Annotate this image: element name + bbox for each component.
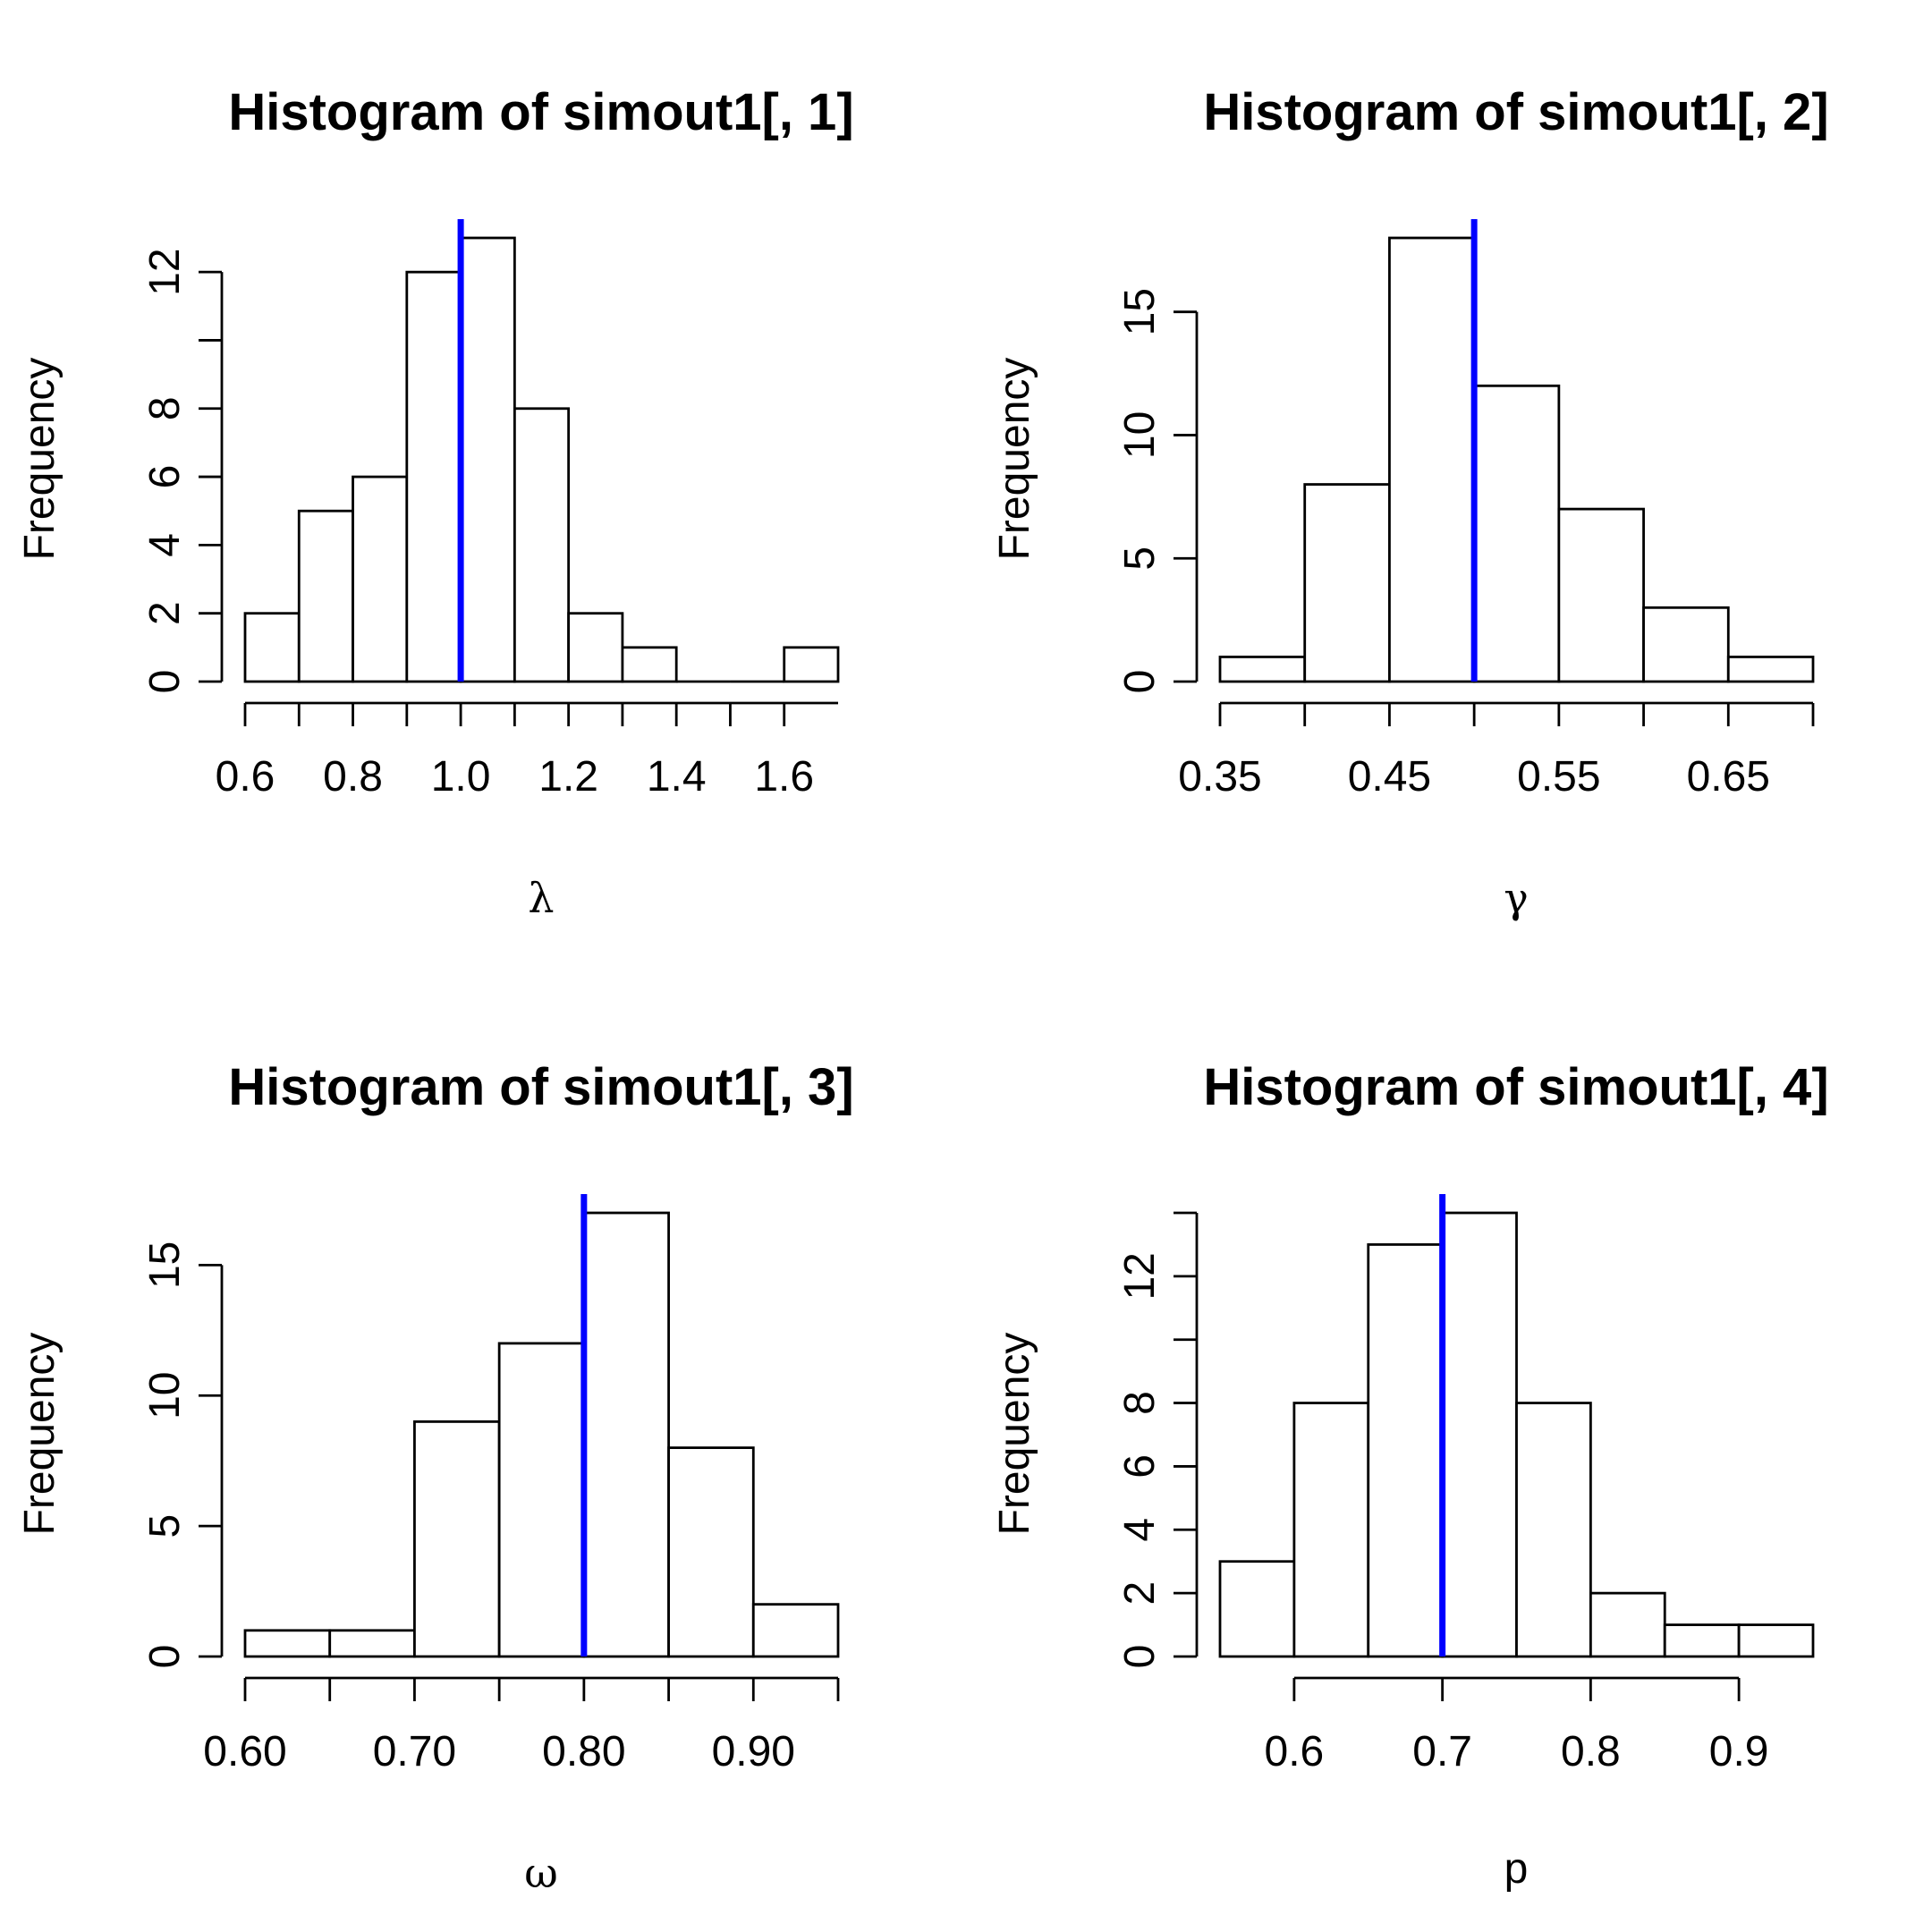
y-tick-label: 0 (1116, 1645, 1164, 1669)
y-tick-label: 4 (1116, 1518, 1164, 1542)
histogram-bar (667, 1446, 755, 1658)
histogram-bar (243, 1629, 332, 1658)
y-tick-label: 2 (1116, 1581, 1164, 1606)
histogram-bar (1441, 1211, 1518, 1658)
x-tick-label: 0.90 (712, 1728, 795, 1775)
histogram-panel-p: Histogram of simout1[, 4] Frequency p 0 2… (991, 1058, 1829, 1893)
plot-area: 0 2 4 6 8 12 0.6 0.8 1.0 1.2 1.4 1.6 (141, 219, 840, 801)
histogram-bar (513, 407, 571, 683)
histogram-panel-lambda: Histogram of simout1[, 1] Frequency λ 0 2… (16, 83, 854, 922)
histogram-bar (567, 612, 624, 683)
x-axis-label: p (1504, 1845, 1529, 1893)
histogram-bar (328, 1629, 416, 1658)
histogram-bar (751, 1603, 840, 1658)
y-axis-label: Frequency (991, 1333, 1038, 1536)
x-tick-label: 1.6 (754, 753, 814, 801)
histogram-panel-gamma: Histogram of simout1[, 2] Frequency γ 0 5… (991, 83, 1829, 922)
y-axis-label: Frequency (16, 1333, 64, 1536)
histogram-bar (497, 1342, 586, 1658)
x-tick-label: 1.0 (431, 753, 491, 801)
chart-title: Histogram of simout1[, 4] (1203, 1058, 1828, 1116)
plot-area: 0 5 10 15 0.35 0.45 0.55 0.65 (1116, 219, 1815, 801)
x-tick-label: 0.9 (1709, 1728, 1769, 1775)
histogram-bar (1663, 1623, 1741, 1658)
x-tick-label: 1.2 (538, 753, 598, 801)
y-tick-label: 8 (141, 396, 189, 420)
plot-area: 0 5 10 15 0.60 0.70 0.80 0.90 (141, 1194, 840, 1775)
x-tick-label: 0.70 (373, 1728, 456, 1775)
y-tick-label: 5 (1116, 547, 1164, 571)
histogram-bar (1218, 656, 1307, 683)
histogram-bar (1292, 1402, 1370, 1658)
histogram-bar (1303, 483, 1391, 683)
x-tick-label: 0.8 (323, 753, 383, 801)
histogram-bar (1472, 384, 1561, 683)
y-tick-label: 2 (141, 601, 189, 625)
histogram-bar (621, 646, 678, 683)
x-tick-label: 0.60 (203, 1728, 286, 1775)
plot-area: 0 2 4 6 8 12 0.6 0.7 0.8 0.9 (1116, 1194, 1815, 1775)
y-tick-label: 8 (1116, 1391, 1164, 1415)
x-tick-label: 0.80 (542, 1728, 625, 1775)
y-axis-label: Frequency (991, 358, 1038, 561)
y-tick-label: 0 (141, 670, 189, 694)
y-tick-label: 12 (141, 248, 189, 295)
x-tick-label: 0.55 (1517, 753, 1600, 801)
histogram-bar (459, 236, 516, 683)
y-tick-label: 12 (1116, 1252, 1164, 1300)
y-tick-label: 15 (141, 1241, 189, 1289)
histogram-bar (413, 1420, 501, 1658)
x-tick-label: 0.8 (1561, 1728, 1621, 1775)
x-axis-label: γ (1504, 874, 1529, 922)
histogram-panel-omega: Histogram of simout1[, 3] Frequency ω 0 5… (16, 1058, 854, 1897)
x-axis-label: λ (528, 874, 554, 922)
y-tick-label: 0 (1116, 670, 1164, 694)
y-axis-label: Frequency (16, 358, 64, 561)
chart-title: Histogram of simout1[, 3] (228, 1058, 853, 1116)
chart-title: Histogram of simout1[, 2] (1203, 83, 1828, 141)
x-tick-label: 1.4 (647, 753, 707, 801)
histogram-bar (1388, 236, 1476, 683)
y-tick-label: 6 (1116, 1454, 1164, 1479)
y-tick-label: 5 (141, 1514, 189, 1538)
histogram-bar (1589, 1591, 1666, 1658)
x-tick-label: 0.7 (1412, 1728, 1472, 1775)
y-tick-label: 4 (141, 533, 189, 557)
histogram-bar (783, 646, 840, 683)
y-tick-label: 10 (1116, 411, 1164, 459)
histogram-bar (1367, 1243, 1445, 1658)
x-tick-label: 0.65 (1687, 753, 1770, 801)
x-tick-label: 0.35 (1178, 753, 1261, 801)
histogram-bar (1737, 1623, 1815, 1658)
y-tick-label: 15 (1116, 288, 1164, 335)
y-tick-label: 10 (141, 1372, 189, 1419)
x-tick-label: 0.6 (1265, 1728, 1325, 1775)
x-axis-label: ω (524, 1849, 558, 1897)
histogram-bar (297, 509, 354, 683)
y-tick-label: 6 (141, 465, 189, 489)
histogram-bar (1642, 606, 1730, 683)
histogram-bar (243, 612, 301, 683)
x-tick-label: 0.6 (216, 753, 275, 801)
x-tick-label: 0.45 (1348, 753, 1431, 801)
histogram-bar (1218, 1560, 1296, 1658)
histogram-bar (352, 475, 409, 683)
histogram-bar (405, 270, 462, 683)
chart-title: Histogram of simout1[, 1] (228, 83, 853, 141)
y-tick-label: 0 (141, 1645, 189, 1669)
histogram-bar (1515, 1402, 1592, 1658)
histogram-bar (1557, 507, 1645, 683)
histogram-bar (582, 1211, 670, 1658)
histogram-bar (1726, 656, 1815, 683)
